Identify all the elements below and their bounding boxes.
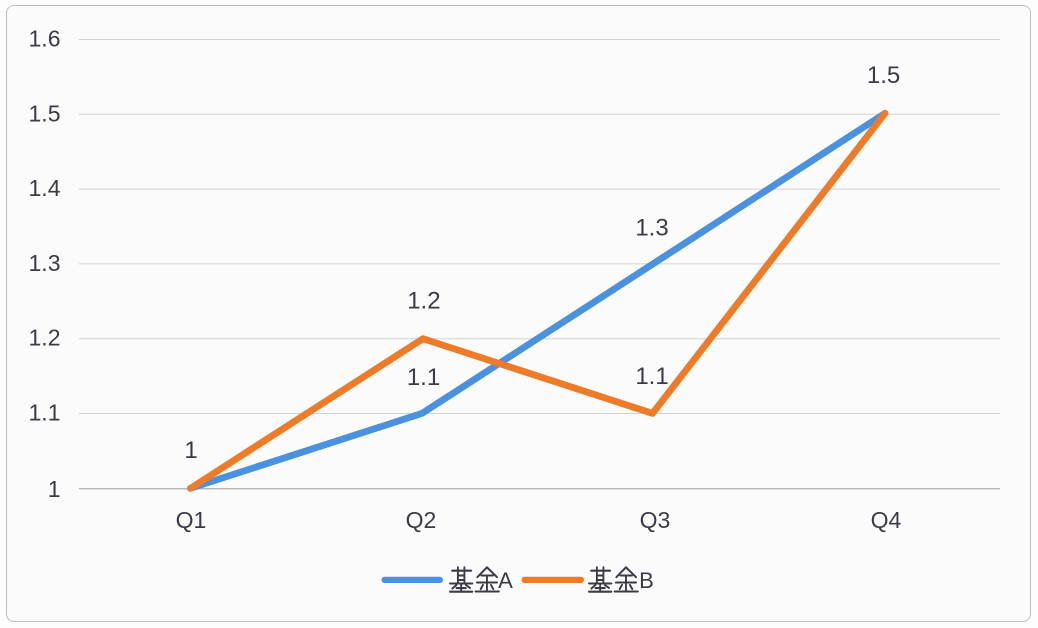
svg-text:1.1: 1.1	[407, 364, 440, 391]
svg-text:A: A	[498, 568, 513, 593]
svg-text:1.3: 1.3	[635, 215, 668, 242]
svg-text:1: 1	[184, 437, 197, 464]
svg-text:Q3: Q3	[640, 507, 671, 533]
svg-text:1.4: 1.4	[29, 175, 61, 201]
svg-text:1: 1	[48, 476, 61, 502]
svg-text:1.3: 1.3	[29, 250, 61, 276]
svg-text:Q4: Q4	[871, 507, 902, 533]
svg-text:1.2: 1.2	[407, 288, 440, 315]
svg-text:B: B	[639, 568, 654, 593]
svg-text:1.1: 1.1	[635, 363, 668, 390]
svg-text:1.6: 1.6	[29, 26, 61, 52]
svg-text:Q2: Q2	[406, 507, 437, 533]
svg-text:1.2: 1.2	[29, 325, 61, 351]
svg-text:1.5: 1.5	[867, 62, 900, 89]
svg-text:Q1: Q1	[176, 507, 207, 533]
svg-text:1.1: 1.1	[29, 400, 61, 426]
svg-text:1.5: 1.5	[29, 100, 61, 126]
